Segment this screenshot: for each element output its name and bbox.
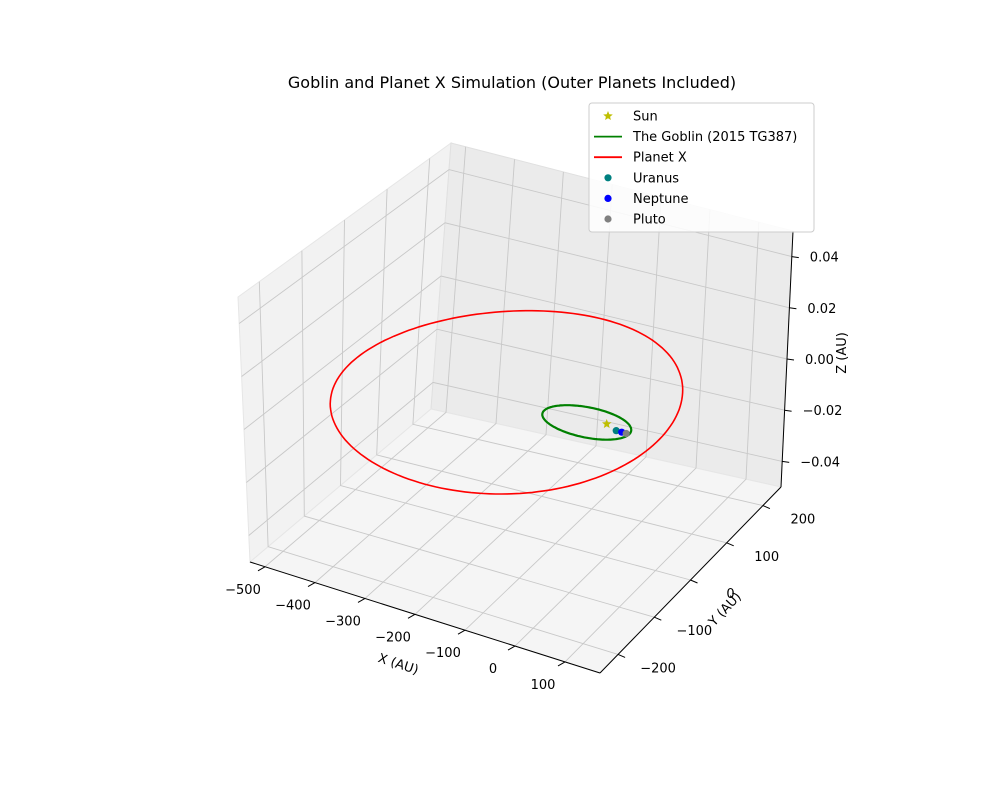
- x-tick-label: −100: [425, 646, 461, 661]
- point-sun: [602, 419, 612, 428]
- legend-swatch-neptune: [604, 194, 612, 202]
- grid-line-x: [514, 209, 711, 647]
- grid-lines: [238, 146, 792, 663]
- legend: Sun The Goblin (2015 TG387) Planet X Uranus…: [588, 102, 815, 233]
- y-tick-label: 100: [754, 550, 779, 565]
- x-tick-mark: [457, 629, 466, 635]
- legend-swatch-sun: [603, 111, 613, 120]
- grid-line-z: [246, 328, 785, 483]
- grid-line-z: [241, 222, 790, 377]
- z-tick-label: 0.00: [805, 353, 834, 368]
- x-tick-mark: [557, 661, 566, 667]
- grid-line-x: [564, 222, 760, 663]
- x-tick-mark: [307, 582, 316, 588]
- grid-line-x: [464, 197, 662, 631]
- legend-label-neptune: Neptune: [633, 192, 689, 207]
- y-tick-label: 0: [726, 587, 734, 602]
- z-tick-mark: [789, 307, 797, 310]
- y-axis-line: [599, 486, 782, 674]
- orbit-the-goblin-2015-tg387: [541, 404, 633, 441]
- x-axis-label: X (AU): [376, 651, 420, 678]
- z-tick-mark: [782, 460, 790, 463]
- grid-line-y: [301, 250, 655, 618]
- chart-marks: [329, 309, 684, 495]
- x-tick-label: −200: [375, 630, 411, 645]
- x-tick-mark: [257, 566, 266, 572]
- y-tick-label: 200: [790, 513, 815, 528]
- grid-line-x: [364, 171, 564, 599]
- y-tick-mark: [726, 542, 734, 547]
- legend-swatch-pluto: [604, 215, 612, 223]
- grid-line-y: [376, 189, 727, 544]
- z-tick-mark: [786, 358, 795, 361]
- axes: [249, 230, 799, 674]
- x-tick-label: −400: [275, 599, 311, 614]
- z-tick-label: −0.02: [803, 404, 843, 419]
- y-axis-label: Y (AU): [705, 590, 744, 631]
- legend-label-the-goblin-2015-tg387: The Goblin (2015 TG387): [632, 130, 797, 145]
- grid-line-y: [340, 219, 691, 581]
- grid-line-y: [412, 158, 764, 507]
- grid-line-z: [248, 381, 783, 536]
- tick-labels: −500 −400 −300 −200 −100 0 100 −200 −100 0 100 200 −…: [225, 251, 842, 693]
- x-tick-label: 100: [531, 678, 556, 693]
- z-axis-line: [780, 230, 794, 488]
- grid-line-x: [414, 184, 613, 615]
- legend-frame: [588, 102, 815, 233]
- z-tick-label: 0.04: [810, 251, 839, 266]
- z-tick-mark: [791, 256, 799, 259]
- z-tick-label: −0.04: [800, 455, 840, 470]
- y-tick-mark: [690, 579, 698, 584]
- y-tick-label: −100: [676, 624, 712, 639]
- y-tick-mark: [617, 653, 626, 658]
- x-tick-label: −500: [225, 583, 261, 598]
- point-uranus: [612, 427, 620, 435]
- x-tick-label: 0: [489, 662, 497, 677]
- z-axis-label: Z (AU): [835, 332, 850, 374]
- x-axis-line: [249, 561, 601, 674]
- grid-line-x: [314, 159, 515, 583]
- legend-label-sun: Sun: [633, 110, 658, 125]
- legend-swatch-uranus: [604, 174, 612, 182]
- x-tick-mark: [357, 598, 366, 603]
- chart-title: Goblin and Planet X Simulation (Outer Pl…: [288, 73, 736, 92]
- point-pluto: [622, 429, 630, 438]
- grid-line-z: [243, 275, 788, 430]
- x-tick-mark: [407, 613, 416, 619]
- grid-line-x: [264, 146, 467, 568]
- legend-label-uranus: Uranus: [633, 171, 679, 186]
- legend-label-planet-x: Planet X: [633, 151, 687, 166]
- orbit-planet-x: [329, 309, 684, 495]
- y-tick-mark: [762, 505, 771, 510]
- y-tick-label: −200: [640, 661, 676, 676]
- y-tick-mark: [654, 616, 662, 621]
- x-tick-mark: [507, 645, 516, 651]
- z-tick-label: 0.02: [807, 302, 836, 317]
- z-tick-mark: [784, 409, 792, 412]
- grid-line-y: [258, 281, 619, 655]
- x-tick-label: −300: [325, 614, 361, 629]
- legend-label-pluto: Pluto: [633, 213, 666, 228]
